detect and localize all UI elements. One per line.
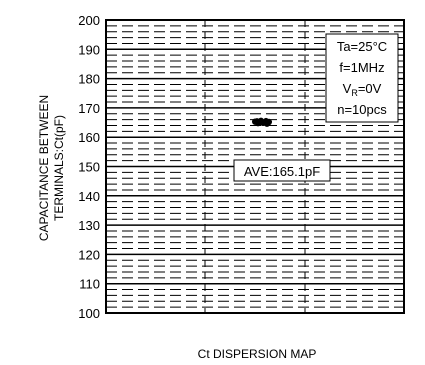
y-tick-label: 200	[78, 13, 100, 28]
y-tick-label: 180	[78, 72, 100, 87]
y-tick-label: 140	[78, 189, 100, 204]
y-tick-label: 110	[79, 277, 100, 292]
y-tick-label: 170	[78, 101, 100, 116]
average-label: AVE:165.1pF	[244, 164, 320, 179]
condition-temperature: Ta=25°C	[337, 39, 387, 54]
conditions-box: Ta=25°C f=1MHz VR=0V n=10pcs	[325, 33, 399, 123]
y-axis-label: CAPACITANCE BETWEEN TERMINALS:Ct(pF)	[37, 95, 66, 241]
average-box: AVE:165.1pF	[233, 159, 331, 182]
y-tick-labels: 100 110 120 130 140 150 160 170 180 190 200	[78, 13, 100, 321]
data-point	[266, 118, 272, 126]
y-axis-label-line1: CAPACITANCE BETWEEN	[37, 95, 51, 241]
y-tick-label: 150	[78, 160, 100, 175]
condition-sample-count: n=10pcs	[337, 102, 387, 117]
y-tick-label: 120	[78, 247, 100, 262]
condition-reverse-voltage: VR=0V	[343, 81, 382, 98]
y-tick-label: 130	[78, 218, 100, 233]
data-points	[252, 117, 272, 127]
condition-frequency: f=1MHz	[339, 60, 384, 75]
y-tick-label: 160	[78, 130, 100, 145]
y-axis-label-line2: TERMINALS:Ct(pF)	[52, 115, 66, 221]
x-axis-label: Ct DISPERSION MAP	[198, 347, 317, 361]
plot-frame	[105, 19, 405, 314]
y-tick-label: 190	[78, 42, 100, 57]
y-tick-label: 100	[78, 306, 100, 321]
